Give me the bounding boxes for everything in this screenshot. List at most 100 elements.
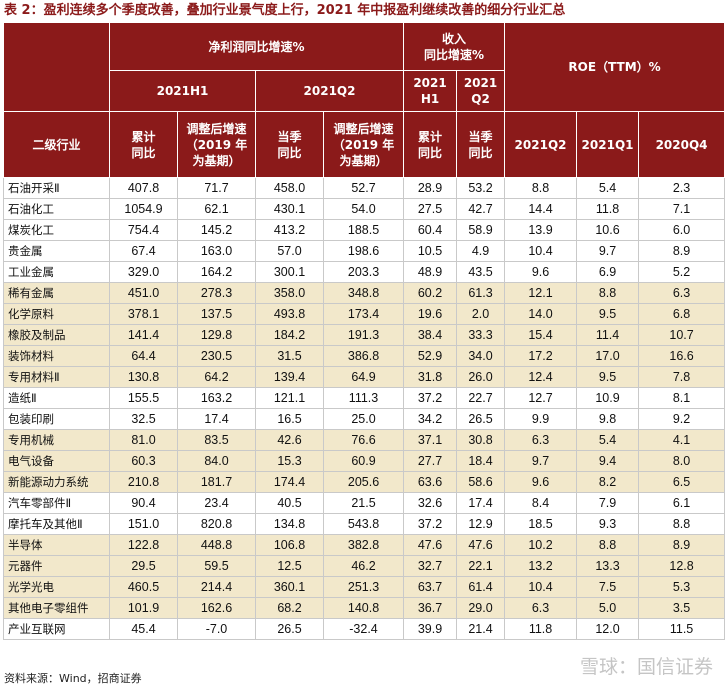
- header-rev-current-l2: 同比: [468, 145, 493, 160]
- table-row: 装饰材料 64.4 230.5 31.5 386.8 52.9 34.0 17.2 17.0 16…: [3, 345, 726, 367]
- value-cell: 820.8: [177, 513, 256, 535]
- table-row: 石油化工 1054.9 62.1 430.1 54.0 27.5 42.7 14.4 11.8 7…: [3, 198, 726, 220]
- value-cell: 10.6: [576, 219, 640, 241]
- value-cell: 32.7: [403, 555, 458, 577]
- table-row: 化学原料 378.1 137.5 493.8 173.4 19.6 2.0 14.0 9.5 6.…: [3, 303, 726, 325]
- header-adjusted-q2-l1: 调整后增速: [333, 121, 394, 136]
- value-cell: 5.4: [576, 429, 640, 451]
- value-cell: 145.2: [177, 219, 256, 241]
- value-cell: 13.9: [504, 219, 578, 241]
- value-cell: 162.6: [177, 597, 256, 619]
- value-cell: 106.8: [255, 534, 324, 556]
- header-2021q2: 2021Q2: [254, 70, 405, 112]
- industry-name-cell: 专用材料Ⅱ: [3, 366, 110, 388]
- value-cell: 111.3: [322, 387, 405, 409]
- value-cell: 26.5: [255, 618, 324, 640]
- value-cell: 12.8: [638, 555, 726, 577]
- value-cell: 60.9: [322, 450, 405, 472]
- header-blank: [3, 22, 110, 112]
- value-cell: 12.5: [255, 555, 324, 577]
- value-cell: 27.7: [403, 450, 458, 472]
- value-cell: 174.4: [255, 471, 324, 493]
- value-cell: 57.0: [255, 240, 324, 262]
- value-cell: 7.9: [576, 492, 640, 514]
- value-cell: -7.0: [177, 618, 256, 640]
- value-cell: 7.1: [638, 198, 726, 220]
- value-cell: 7.8: [638, 366, 726, 388]
- value-cell: 1054.9: [109, 198, 178, 220]
- value-cell: 188.5: [322, 219, 405, 241]
- header-2021h1: 2021H1: [109, 70, 256, 112]
- table-row: 汽车零部件Ⅱ 90.4 23.4 40.5 21.5 32.6 17.4 8.4 7.9 6.1: [3, 492, 726, 514]
- value-cell: 382.8: [322, 534, 405, 556]
- header-revenue-line2: 同比增速%: [424, 47, 485, 62]
- value-cell: 10.9: [576, 387, 640, 409]
- value-cell: 12.7: [504, 387, 578, 409]
- industry-name-cell: 产业互联网: [3, 618, 110, 640]
- table-row: 其他电子零组件 101.9 162.6 68.2 140.8 36.7 29.0 6.3 5.0…: [3, 597, 726, 619]
- header-adjusted-h1-l1: 调整后增速: [186, 121, 247, 136]
- industry-name-cell: 光学光电: [3, 576, 110, 598]
- header-rev-h1: 2021 H1: [403, 70, 458, 112]
- value-cell: 32.5: [109, 408, 178, 430]
- value-cell: 18.5: [504, 513, 578, 535]
- value-cell: 52.7: [322, 177, 405, 199]
- value-cell: 413.2: [255, 219, 324, 241]
- value-cell: 137.5: [177, 303, 256, 325]
- value-cell: 8.8: [638, 513, 726, 535]
- value-cell: 134.8: [255, 513, 324, 535]
- value-cell: 129.8: [177, 324, 256, 346]
- industry-name-cell: 包装印刷: [3, 408, 110, 430]
- value-cell: 11.8: [504, 618, 578, 640]
- value-cell: 4.9: [456, 240, 506, 262]
- value-cell: 163.2: [177, 387, 256, 409]
- header-revenue: 收入 同比增速%: [403, 22, 506, 71]
- header-roe-2020q4: 2020Q4: [638, 111, 726, 178]
- table-row: 光学光电 460.5 214.4 360.1 251.3 63.7 61.4 10.4 7.5 5…: [3, 576, 726, 598]
- value-cell: 8.4: [504, 492, 578, 514]
- value-cell: 17.2: [504, 345, 578, 367]
- value-cell: 42.7: [456, 198, 506, 220]
- table-row: 包装印刷 32.5 17.4 16.5 25.0 34.2 26.5 9.9 9.8 9.2: [3, 408, 726, 430]
- value-cell: 8.1: [638, 387, 726, 409]
- value-cell: 5.0: [576, 597, 640, 619]
- value-cell: 58.9: [456, 219, 506, 241]
- value-cell: 10.4: [504, 576, 578, 598]
- value-cell: 6.0: [638, 219, 726, 241]
- value-cell: 33.3: [456, 324, 506, 346]
- value-cell: 139.4: [255, 366, 324, 388]
- value-cell: 13.2: [504, 555, 578, 577]
- value-cell: 53.2: [456, 177, 506, 199]
- value-cell: 164.2: [177, 261, 256, 283]
- header-rev-cumulative-l1: 累计: [418, 129, 443, 144]
- industry-summary-table: 净利润同比增速% 收入 同比增速% ROE（TTM）% 2021H1 2021Q…: [3, 22, 726, 640]
- value-cell: 68.2: [255, 597, 324, 619]
- value-cell: 18.4: [456, 450, 506, 472]
- value-cell: 34.2: [403, 408, 458, 430]
- value-cell: 64.4: [109, 345, 178, 367]
- value-cell: 60.4: [403, 219, 458, 241]
- value-cell: 9.4: [576, 450, 640, 472]
- value-cell: 67.4: [109, 240, 178, 262]
- value-cell: 6.9: [576, 261, 640, 283]
- table-row: 橡胶及制品 141.4 129.8 184.2 191.3 38.4 33.3 15.4 11.…: [3, 324, 726, 346]
- value-cell: 60.2: [403, 282, 458, 304]
- header-industry: 二级行业: [3, 111, 110, 178]
- industry-name-cell: 石油化工: [3, 198, 110, 220]
- value-cell: 8.8: [504, 177, 578, 199]
- value-cell: 29.0: [456, 597, 506, 619]
- value-cell: 52.9: [403, 345, 458, 367]
- value-cell: 14.4: [504, 198, 578, 220]
- value-cell: 121.1: [255, 387, 324, 409]
- value-cell: 754.4: [109, 219, 178, 241]
- value-cell: 8.8: [576, 534, 640, 556]
- value-cell: 83.5: [177, 429, 256, 451]
- value-cell: 25.0: [322, 408, 405, 430]
- value-cell: 6.3: [504, 597, 578, 619]
- value-cell: 12.9: [456, 513, 506, 535]
- value-cell: 3.5: [638, 597, 726, 619]
- value-cell: 63.7: [403, 576, 458, 598]
- value-cell: 358.0: [255, 282, 324, 304]
- value-cell: 8.9: [638, 534, 726, 556]
- header-roe-2021q1: 2021Q1: [576, 111, 640, 178]
